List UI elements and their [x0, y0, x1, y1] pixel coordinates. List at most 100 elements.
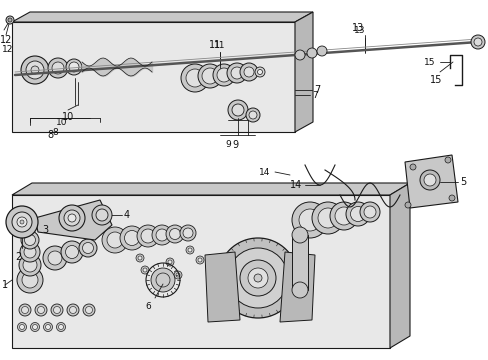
Circle shape — [174, 271, 182, 279]
Polygon shape — [294, 12, 312, 132]
Polygon shape — [12, 195, 389, 348]
Circle shape — [142, 268, 147, 272]
Circle shape — [59, 324, 63, 329]
Circle shape — [6, 206, 38, 238]
Text: 4: 4 — [124, 210, 130, 220]
Circle shape — [30, 323, 40, 332]
Circle shape — [165, 258, 174, 266]
Polygon shape — [204, 252, 240, 322]
Circle shape — [202, 68, 218, 84]
Circle shape — [59, 205, 85, 231]
Text: 12: 12 — [2, 45, 13, 54]
Circle shape — [470, 35, 484, 49]
Circle shape — [18, 323, 26, 332]
Circle shape — [52, 62, 64, 74]
Text: 13: 13 — [353, 26, 365, 35]
Circle shape — [176, 273, 180, 277]
Text: 8: 8 — [52, 128, 58, 137]
Circle shape — [20, 324, 24, 329]
Circle shape — [165, 225, 183, 243]
Circle shape — [79, 239, 97, 257]
Polygon shape — [12, 12, 312, 22]
Circle shape — [257, 69, 262, 75]
Circle shape — [306, 48, 316, 58]
Circle shape — [244, 67, 253, 77]
Polygon shape — [280, 252, 314, 322]
Circle shape — [156, 273, 170, 287]
Circle shape — [61, 241, 83, 263]
Circle shape — [240, 260, 275, 296]
Text: 11: 11 — [208, 40, 221, 50]
Circle shape — [43, 246, 67, 270]
Circle shape — [350, 207, 365, 221]
Circle shape — [26, 61, 44, 79]
Circle shape — [66, 59, 82, 75]
Circle shape — [180, 225, 196, 241]
Circle shape — [22, 272, 38, 288]
Circle shape — [6, 16, 14, 24]
Circle shape — [51, 304, 63, 316]
Circle shape — [19, 304, 31, 316]
Circle shape — [120, 226, 143, 250]
Circle shape — [38, 306, 44, 314]
Circle shape — [138, 256, 142, 260]
Circle shape — [404, 202, 410, 208]
Circle shape — [183, 228, 193, 238]
Text: 6: 6 — [145, 302, 151, 311]
Circle shape — [57, 323, 65, 332]
Circle shape — [359, 202, 379, 222]
Circle shape — [291, 202, 327, 238]
Circle shape — [169, 229, 180, 239]
Circle shape — [217, 68, 230, 82]
Bar — [291, 235, 307, 290]
Text: 11: 11 — [214, 41, 225, 50]
Text: 10: 10 — [56, 118, 68, 127]
Circle shape — [247, 268, 267, 288]
Text: 15: 15 — [423, 58, 434, 67]
Circle shape — [317, 208, 337, 228]
Text: 9: 9 — [231, 140, 238, 150]
Circle shape — [181, 64, 208, 92]
Text: 2: 2 — [15, 252, 21, 262]
Text: 13: 13 — [351, 23, 364, 33]
Text: 7: 7 — [311, 90, 317, 99]
Circle shape — [311, 202, 343, 234]
Polygon shape — [404, 155, 457, 208]
Circle shape — [230, 67, 243, 79]
Circle shape — [102, 227, 128, 253]
Text: 15: 15 — [429, 75, 441, 85]
Circle shape — [141, 229, 155, 243]
Text: 10: 10 — [62, 112, 74, 122]
Circle shape — [198, 258, 202, 262]
Circle shape — [294, 50, 305, 60]
Circle shape — [168, 260, 172, 264]
Polygon shape — [35, 200, 112, 240]
Circle shape — [17, 267, 43, 293]
Circle shape — [96, 209, 108, 221]
Circle shape — [69, 62, 79, 72]
Circle shape — [213, 64, 235, 86]
Circle shape — [346, 202, 369, 226]
Circle shape — [473, 38, 481, 46]
Circle shape — [21, 306, 28, 314]
Circle shape — [198, 64, 222, 88]
Circle shape — [151, 268, 175, 292]
Text: 7: 7 — [313, 85, 320, 95]
Text: 5: 5 — [459, 177, 465, 187]
Circle shape — [23, 258, 37, 272]
Circle shape — [185, 69, 203, 87]
Circle shape — [448, 195, 454, 201]
Circle shape — [245, 108, 260, 122]
Circle shape — [291, 227, 307, 243]
Circle shape — [248, 111, 257, 119]
Circle shape — [298, 209, 320, 231]
Circle shape — [45, 324, 50, 329]
Circle shape — [83, 304, 95, 316]
Circle shape — [227, 248, 287, 308]
Circle shape — [24, 246, 36, 258]
Circle shape — [32, 324, 38, 329]
Circle shape — [334, 207, 352, 225]
Circle shape — [227, 100, 247, 120]
Circle shape — [185, 246, 194, 254]
Circle shape — [82, 243, 93, 253]
